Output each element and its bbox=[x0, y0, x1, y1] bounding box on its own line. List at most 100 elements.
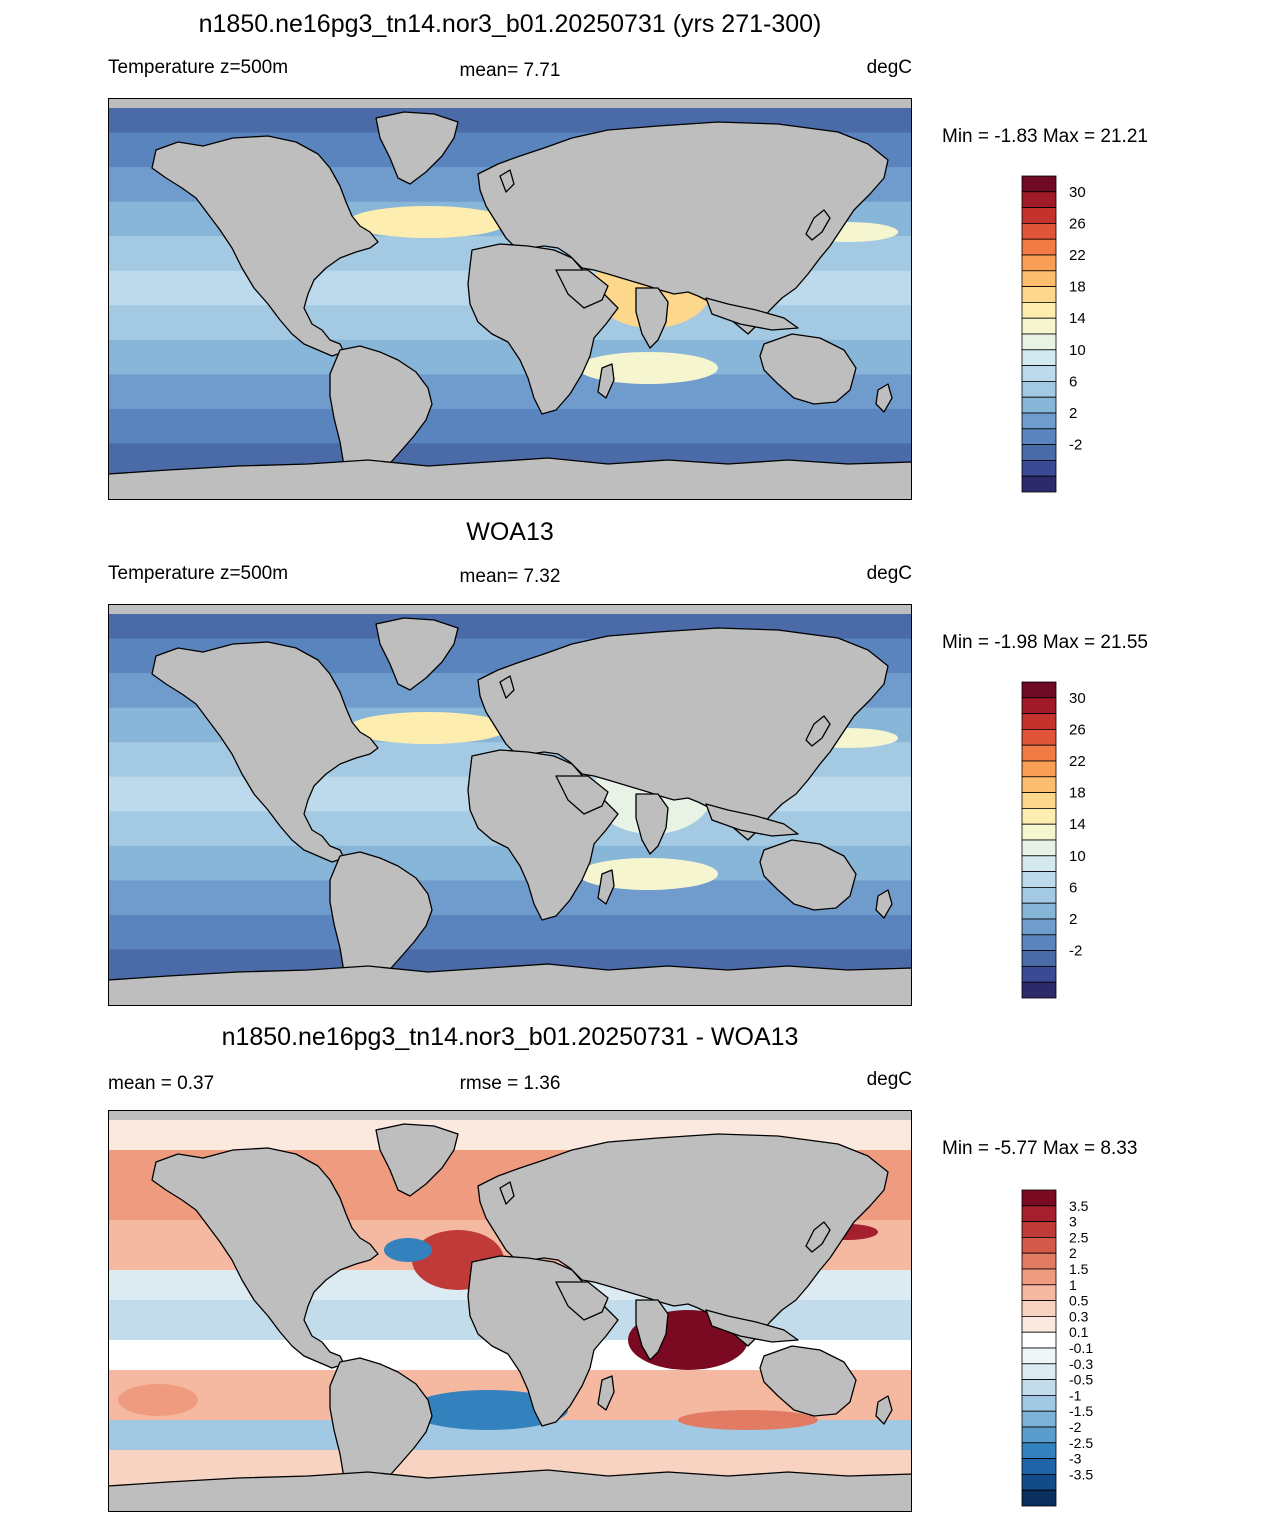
colorbar-bin bbox=[1021, 934, 1057, 951]
panel-3-rmse-label: rmse = 1.36 bbox=[459, 1073, 561, 1094]
colorbar-bin bbox=[1021, 301, 1057, 319]
colorbar-bin bbox=[1021, 839, 1057, 857]
landmass-indonesia bbox=[705, 803, 799, 837]
colorbar-tick-label: 30 bbox=[1069, 690, 1086, 707]
colorbar-tick-label: -0.5 bbox=[1069, 1372, 1093, 1388]
colorbar-bin bbox=[1021, 902, 1057, 920]
landmass-madagascar bbox=[597, 1375, 615, 1411]
landmass-india bbox=[635, 287, 669, 349]
colorbar-tick-label: -1 bbox=[1069, 1387, 1082, 1403]
landmass-nz bbox=[875, 383, 893, 413]
colorbar-bin bbox=[1021, 396, 1057, 414]
colorbar-tick-label: 30 bbox=[1069, 184, 1086, 201]
panel-1-map bbox=[108, 98, 912, 500]
colorbar-bin bbox=[1021, 191, 1057, 208]
panel-3-mean-label: mean = 0.37 bbox=[108, 1073, 215, 1094]
colorbar-bin bbox=[1021, 1284, 1057, 1302]
colorbar-bin bbox=[1021, 744, 1057, 762]
panel-2-title: WOA13 bbox=[466, 518, 554, 546]
colorbar-bin bbox=[1021, 349, 1057, 367]
colorbar-bin bbox=[1021, 1315, 1057, 1333]
panel-2-variable-label: Temperature z=500m bbox=[108, 563, 289, 584]
colorbar-tick-label: -0.1 bbox=[1069, 1340, 1093, 1356]
colorbar-bin bbox=[1021, 1347, 1057, 1365]
colorbar-bin bbox=[1021, 855, 1057, 873]
landmass-nz bbox=[875, 1395, 893, 1425]
colorbar-tick-label: 22 bbox=[1069, 247, 1086, 264]
colorbar-bin bbox=[1021, 807, 1057, 825]
landmass-india bbox=[635, 793, 669, 855]
colorbar-bin bbox=[1021, 729, 1057, 746]
landmass-japan bbox=[805, 1221, 831, 1253]
colorbar-bin bbox=[1021, 1252, 1057, 1270]
colorbar-tick-label: -3 bbox=[1069, 1451, 1082, 1467]
panel-1-colorbar: 30 26 22 18 14 10 6 2 -2 bbox=[1021, 175, 1086, 493]
map-frame bbox=[108, 98, 912, 500]
landmass-arabia bbox=[555, 269, 609, 309]
colorbar-bin bbox=[1021, 871, 1057, 888]
colorbar-tick-label: 0.3 bbox=[1069, 1308, 1089, 1324]
colorbar-bin bbox=[1021, 238, 1057, 256]
colorbar-tick-label: -2 bbox=[1069, 437, 1082, 454]
colorbar-tick-label: 3.5 bbox=[1069, 1198, 1089, 1214]
colorbar-bin bbox=[1021, 286, 1057, 303]
colorbar-tick-label: -0.3 bbox=[1069, 1356, 1093, 1372]
colorbar-bin bbox=[1021, 965, 1057, 983]
colorbar-tick-label: -2.5 bbox=[1069, 1435, 1093, 1451]
colorbar-tick-label: 1 bbox=[1069, 1277, 1077, 1293]
panel-2-colorbar: 30 26 22 18 14 10 6 2 -2 bbox=[1021, 681, 1086, 999]
panel-3-title: n1850.ne16pg3_tn14.nor3_b01.20250731 - W… bbox=[221, 1023, 799, 1051]
colorbar-tick-label: 2.5 bbox=[1069, 1229, 1089, 1245]
landmass-namerica bbox=[151, 641, 379, 863]
colorbar-bin bbox=[1021, 792, 1057, 809]
colorbar-bin bbox=[1021, 681, 1057, 699]
colorbar-bin bbox=[1021, 1426, 1057, 1444]
panel-3-map bbox=[108, 1110, 912, 1512]
colorbar-bin bbox=[1021, 697, 1057, 714]
colorbar-bin bbox=[1021, 1394, 1057, 1412]
colorbar-bin bbox=[1021, 459, 1057, 477]
colorbar-tick-label: 2 bbox=[1069, 911, 1077, 928]
colorbar-tick-label: 26 bbox=[1069, 721, 1086, 738]
colorbar-bin bbox=[1021, 1237, 1057, 1254]
colorbar-bin bbox=[1021, 1300, 1057, 1317]
landmass-uk bbox=[499, 675, 515, 699]
colorbar-tick-label: 18 bbox=[1069, 785, 1086, 802]
colorbar-tick-label: 18 bbox=[1069, 279, 1086, 296]
landmass-australia bbox=[759, 1345, 857, 1417]
landmass-namerica bbox=[151, 1147, 379, 1369]
landmass-australia bbox=[759, 333, 857, 405]
colorbar-bin bbox=[1021, 1205, 1057, 1222]
colorbar-bin bbox=[1021, 1379, 1057, 1396]
landmass-greenland bbox=[375, 111, 459, 185]
colorbar-tick-label: -2 bbox=[1069, 1419, 1082, 1435]
landmass-arabia bbox=[555, 1281, 609, 1321]
colorbar-tick-label: 10 bbox=[1069, 342, 1086, 359]
colorbar-tick-label: 6 bbox=[1069, 373, 1077, 390]
landmass-arabia bbox=[555, 775, 609, 815]
panel-3-colorbar: 3.532.521.510.50.30.1-0.1-0.3-0.5-1-1.5-… bbox=[1021, 1189, 1093, 1507]
landmass-eurasia bbox=[477, 1133, 889, 1347]
landmass-australia bbox=[759, 839, 857, 911]
landmass-madagascar bbox=[597, 869, 615, 905]
colorbar-bin bbox=[1021, 475, 1057, 493]
panel-2-minmax: Min = -1.98 Max = 21.55 bbox=[942, 632, 1148, 653]
landmass-india bbox=[635, 1299, 669, 1361]
colorbar-bin bbox=[1021, 1410, 1057, 1428]
colorbar-tick-label: 22 bbox=[1069, 753, 1086, 770]
landmass-eurasia bbox=[477, 627, 889, 841]
colorbar-bin bbox=[1021, 886, 1057, 904]
panel-3-units-label: degC bbox=[866, 1069, 912, 1090]
landmass-indonesia bbox=[705, 297, 799, 331]
colorbar-tick-label: -1.5 bbox=[1069, 1403, 1093, 1419]
colorbar-bin bbox=[1021, 981, 1057, 999]
panel-1-mean-label: mean= 7.71 bbox=[459, 60, 561, 81]
landmass-nz bbox=[875, 889, 893, 919]
colorbar-bin bbox=[1021, 380, 1057, 398]
colorbar-bin bbox=[1021, 760, 1057, 778]
panel-1-title: n1850.ne16pg3_tn14.nor3_b01.20250731 (yr… bbox=[198, 10, 822, 38]
colorbar-bin bbox=[1021, 918, 1057, 936]
colorbar-bin bbox=[1021, 365, 1057, 382]
landmass-antarctica bbox=[108, 963, 912, 1006]
colorbar-tick-label: 0.1 bbox=[1069, 1324, 1089, 1340]
